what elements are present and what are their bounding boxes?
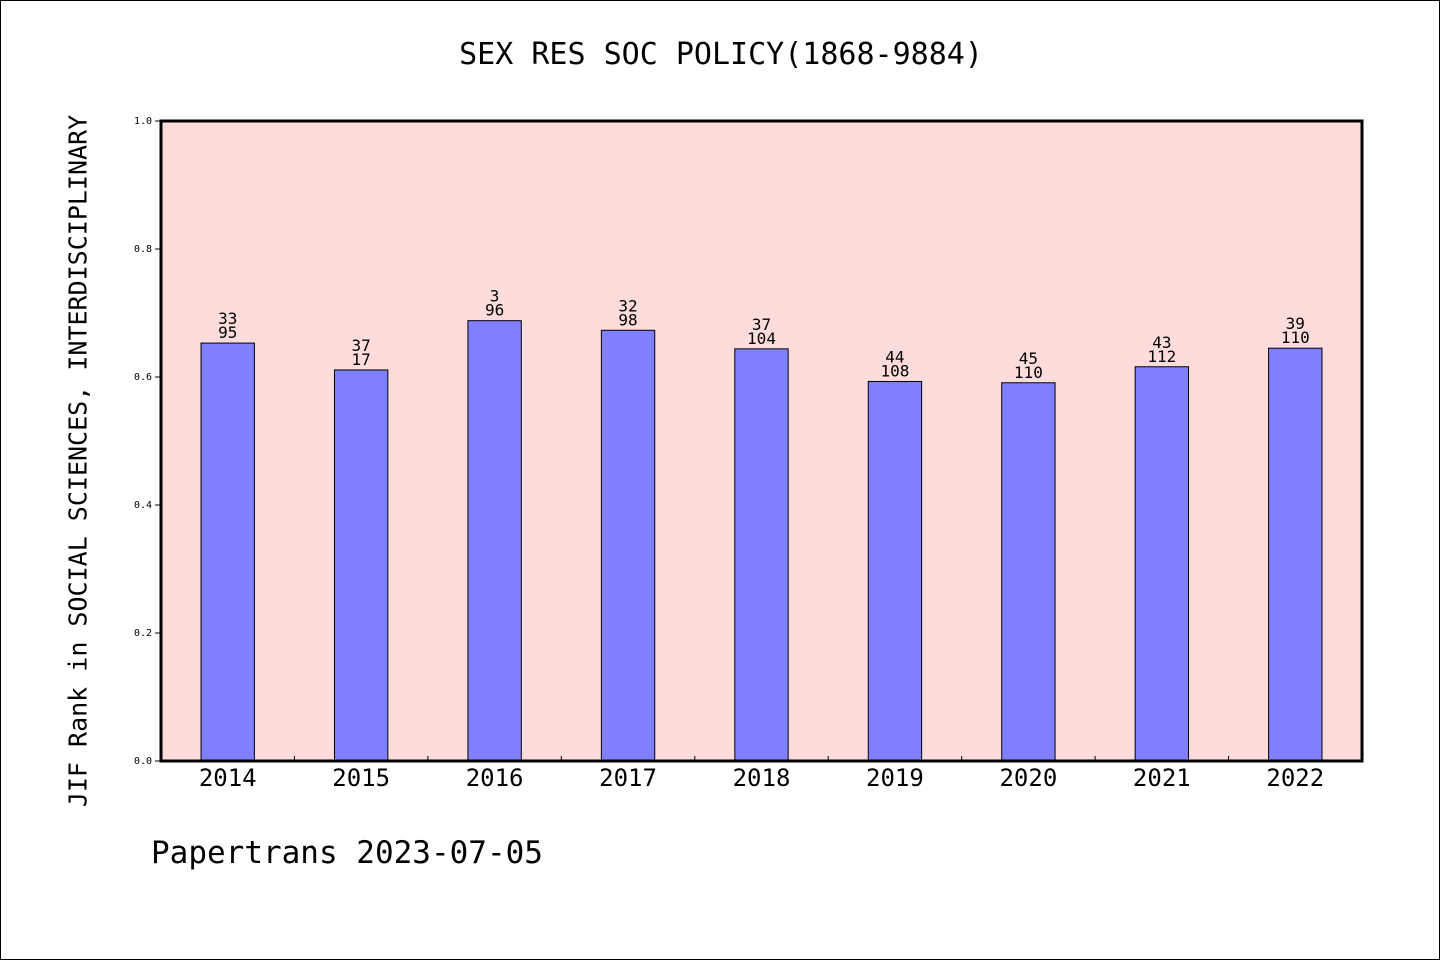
bar-rank-label: 43 — [1152, 333, 1171, 352]
bar — [867, 380, 923, 762]
y-tick-label: 0.0 — [134, 756, 152, 767]
x-tick-label: 2020 — [999, 764, 1057, 792]
bar-total-label: 112 — [1147, 347, 1176, 366]
x-tick-label: 2014 — [199, 764, 257, 792]
bar-rank-label: 3 — [490, 287, 500, 306]
y-tick-label: 0.8 — [134, 244, 152, 255]
x-tick-label: 2017 — [599, 764, 657, 792]
chart-title: SEX RES SOC POLICY(1868-9884) — [459, 37, 983, 72]
bar — [200, 342, 255, 762]
bar-total-label: 110 — [1014, 363, 1043, 382]
bar-rank-label: 45 — [1019, 349, 1038, 368]
x-tick-label: 2016 — [466, 764, 524, 792]
x-tick-label: 2022 — [1266, 764, 1324, 792]
bar — [467, 320, 522, 762]
bar — [600, 329, 656, 762]
bar-rank-label: 37 — [352, 336, 371, 355]
plot-border — [159, 119, 1364, 763]
bar — [1001, 382, 1056, 762]
bar — [1268, 347, 1323, 762]
x-tick-label: 2021 — [1133, 764, 1191, 792]
bar-rank-label: 32 — [618, 296, 637, 315]
bar — [333, 369, 389, 762]
bar-rank-label: 39 — [1286, 314, 1305, 333]
bar — [1134, 366, 1190, 762]
bar-total-label: 96 — [485, 301, 504, 320]
bar-rank-label: 33 — [218, 309, 237, 328]
x-tick-label: 2015 — [332, 764, 390, 792]
y-tick-label: 0.2 — [134, 628, 152, 639]
bar-total-label: 104 — [747, 329, 776, 348]
footer-note: Papertrans 2023-07-05 — [151, 835, 543, 871]
y-tick-label: 0.6 — [134, 372, 152, 383]
bar-rank-label: 44 — [885, 347, 904, 366]
bar — [734, 348, 789, 762]
bar-total-label: 98 — [618, 310, 637, 329]
y-tick-label: 1.0 — [134, 116, 152, 127]
bar-rank-label: 37 — [752, 315, 771, 334]
x-tick-label: 2019 — [866, 764, 924, 792]
bar-total-label: 110 — [1281, 328, 1310, 347]
y-tick-label: 0.4 — [134, 500, 152, 511]
bar-total-label: 108 — [880, 361, 909, 380]
bar-total-label: 95 — [218, 323, 237, 342]
x-tick-label: 2018 — [733, 764, 791, 792]
bar-total-label: 17 — [352, 350, 371, 369]
